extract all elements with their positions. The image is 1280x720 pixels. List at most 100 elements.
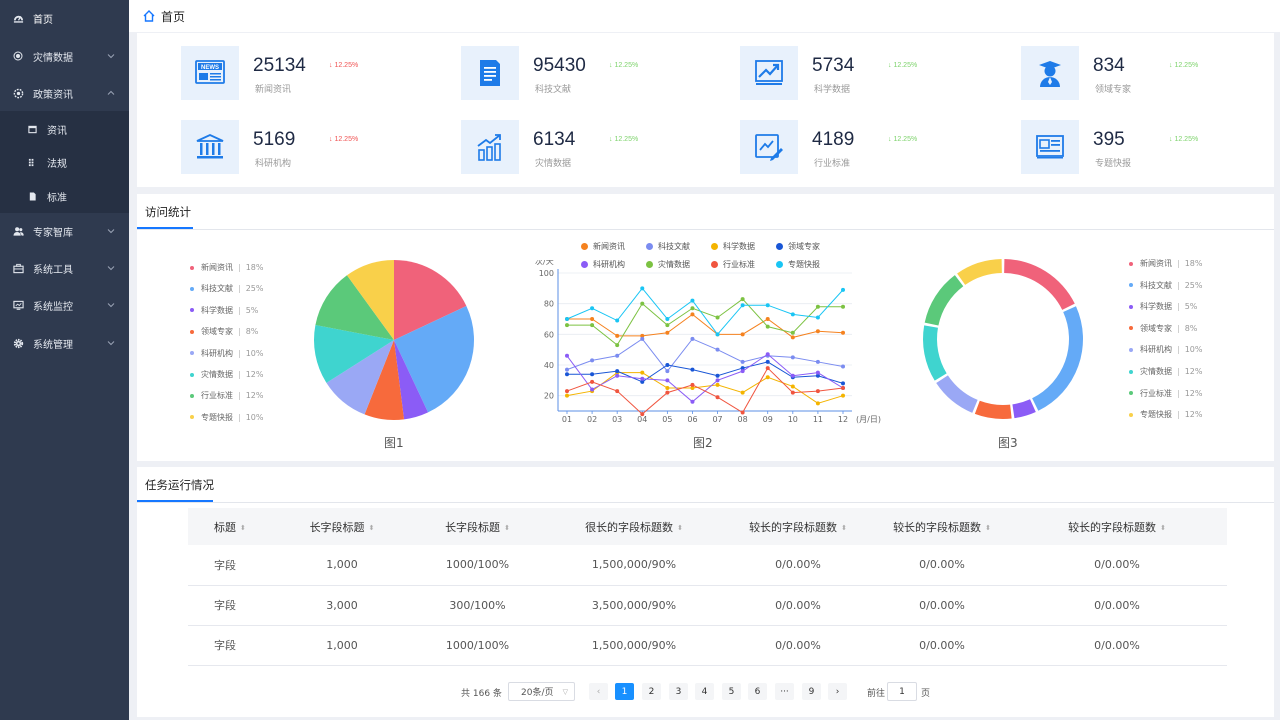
pie-slice[interactable] [346, 260, 394, 340]
legend-item[interactable]: 行业标准 [711, 259, 755, 270]
sidebar-subitem-standards[interactable]: 标准 [0, 179, 129, 213]
data-point[interactable] [640, 376, 645, 381]
data-point[interactable] [715, 382, 720, 387]
legend-item[interactable]: 专题快报 | 10% [190, 412, 263, 423]
data-point[interactable] [841, 330, 845, 335]
data-point[interactable] [790, 390, 795, 395]
sort-icon[interactable]: ⬍ [677, 523, 683, 532]
legend-item[interactable]: 科技文献 | 25% [190, 283, 263, 294]
legend-item[interactable]: 新闻资讯 | 18% [1129, 258, 1202, 269]
data-point[interactable] [841, 364, 845, 369]
legend-item[interactable]: 科研机构 | 10% [190, 348, 263, 359]
legend-item[interactable]: 科技文献 [646, 241, 690, 252]
data-point[interactable] [690, 399, 695, 404]
data-point[interactable] [640, 336, 645, 341]
page-button-6[interactable]: 6 [748, 683, 767, 700]
data-point[interactable] [815, 359, 820, 364]
donut-slice[interactable] [1004, 259, 1075, 310]
legend-item[interactable]: 科学数据 | 5% [190, 305, 258, 316]
data-point[interactable] [715, 332, 720, 337]
pie-slice[interactable] [326, 340, 394, 415]
column-header[interactable]: 较长的字段标题数 ⬍ [1007, 508, 1227, 545]
data-point[interactable] [590, 358, 595, 363]
data-point[interactable] [565, 389, 569, 394]
legend-item[interactable]: 专题快报 | 12% [1129, 409, 1202, 420]
pie-slice[interactable] [314, 325, 394, 383]
data-point[interactable] [615, 373, 620, 378]
data-point[interactable] [715, 395, 720, 400]
data-point[interactable] [590, 372, 595, 377]
sidebar-item-expert-think-tank[interactable]: 专家智库 [0, 213, 129, 249]
stat-card-standards[interactable]: 4189 行业标准 ↓ 12.25% [740, 120, 980, 176]
data-point[interactable] [565, 372, 569, 377]
data-point[interactable] [765, 375, 770, 380]
stat-card-experts[interactable]: 834 领域专家 ↓ 12.25% [1021, 46, 1261, 102]
prev-page-button[interactable]: ‹ [589, 683, 608, 700]
data-point[interactable] [565, 393, 569, 398]
data-point[interactable] [615, 343, 620, 348]
data-point[interactable] [765, 366, 770, 371]
data-point[interactable] [740, 297, 745, 302]
donut-slice[interactable] [1032, 306, 1083, 411]
data-point[interactable] [740, 359, 745, 364]
page-ellipsis[interactable]: ··· [775, 683, 794, 700]
stat-card-disaster-data[interactable]: 6134 灾情数据 ↓ 12.25% [461, 120, 701, 176]
data-point[interactable] [665, 363, 670, 367]
sort-icon[interactable]: ⬍ [368, 523, 375, 532]
data-point[interactable] [790, 335, 795, 340]
data-point[interactable] [565, 353, 569, 358]
data-point[interactable] [690, 312, 695, 317]
data-point[interactable] [590, 323, 595, 328]
table-row[interactable]: 字段 3,000 300/100% 3,500,000/90% 0/0.00% … [188, 585, 1227, 626]
sort-icon[interactable]: ⬍ [1160, 523, 1166, 532]
sidebar-item-home[interactable]: 首页 [0, 0, 129, 36]
table-row[interactable]: 字段 1,000 1000/100% 1,500,000/90% 0/0.00%… [188, 625, 1227, 666]
data-point[interactable] [765, 303, 770, 308]
data-point[interactable] [640, 412, 645, 417]
data-point[interactable] [815, 370, 820, 375]
data-point[interactable] [815, 329, 820, 334]
data-point[interactable] [640, 370, 645, 375]
donut-slice[interactable] [974, 400, 1012, 419]
column-header[interactable]: 较长的字段标题数 ⬍ [877, 508, 1007, 545]
legend-item[interactable]: 科技文献 | 25% [1129, 280, 1202, 291]
data-point[interactable] [765, 359, 770, 364]
data-point[interactable] [790, 384, 795, 389]
page-button-2[interactable]: 2 [642, 683, 661, 700]
page-button-1[interactable]: 1 [615, 683, 634, 700]
data-point[interactable] [715, 378, 720, 383]
home-icon[interactable] [142, 9, 156, 23]
sort-icon[interactable]: ⬍ [985, 523, 991, 532]
sidebar-item-system-tools[interactable]: 系统工具 [0, 250, 129, 286]
data-point[interactable] [615, 353, 620, 358]
legend-item[interactable]: 领域专家 | 8% [190, 326, 258, 337]
page-button-3[interactable]: 3 [669, 683, 688, 700]
stat-card-science-data[interactable]: 5734 科学数据 ↓ 12.25% [740, 46, 980, 102]
legend-item[interactable]: 专题快报 [776, 259, 820, 270]
data-point[interactable] [690, 367, 695, 372]
data-point[interactable] [615, 333, 620, 338]
column-header[interactable]: 长字段标题 ⬍ [278, 508, 406, 545]
next-page-button[interactable]: › [828, 683, 847, 700]
data-point[interactable] [740, 390, 745, 395]
legend-item[interactable]: 领域专家 [776, 241, 820, 252]
data-point[interactable] [690, 382, 695, 387]
data-point[interactable] [640, 301, 645, 306]
page-button-4[interactable]: 4 [695, 683, 714, 700]
data-point[interactable] [665, 378, 670, 383]
breadcrumb[interactable]: 首页 [161, 9, 186, 24]
data-point[interactable] [665, 390, 670, 395]
legend-item[interactable]: 灾情数据 [646, 259, 690, 270]
legend-item[interactable]: 科研机构 [581, 259, 625, 270]
data-point[interactable] [790, 330, 795, 335]
data-point[interactable] [740, 410, 745, 415]
legend-item[interactable]: 行业标准 | 12% [190, 390, 263, 401]
page-size-select[interactable]: 20条/页 ▽ [508, 682, 575, 701]
data-point[interactable] [841, 393, 845, 398]
data-point[interactable] [815, 401, 820, 406]
data-point[interactable] [615, 318, 620, 323]
data-point[interactable] [590, 306, 595, 311]
goto-page-input[interactable]: 1 [887, 682, 917, 701]
data-point[interactable] [565, 323, 569, 328]
data-point[interactable] [665, 323, 670, 328]
